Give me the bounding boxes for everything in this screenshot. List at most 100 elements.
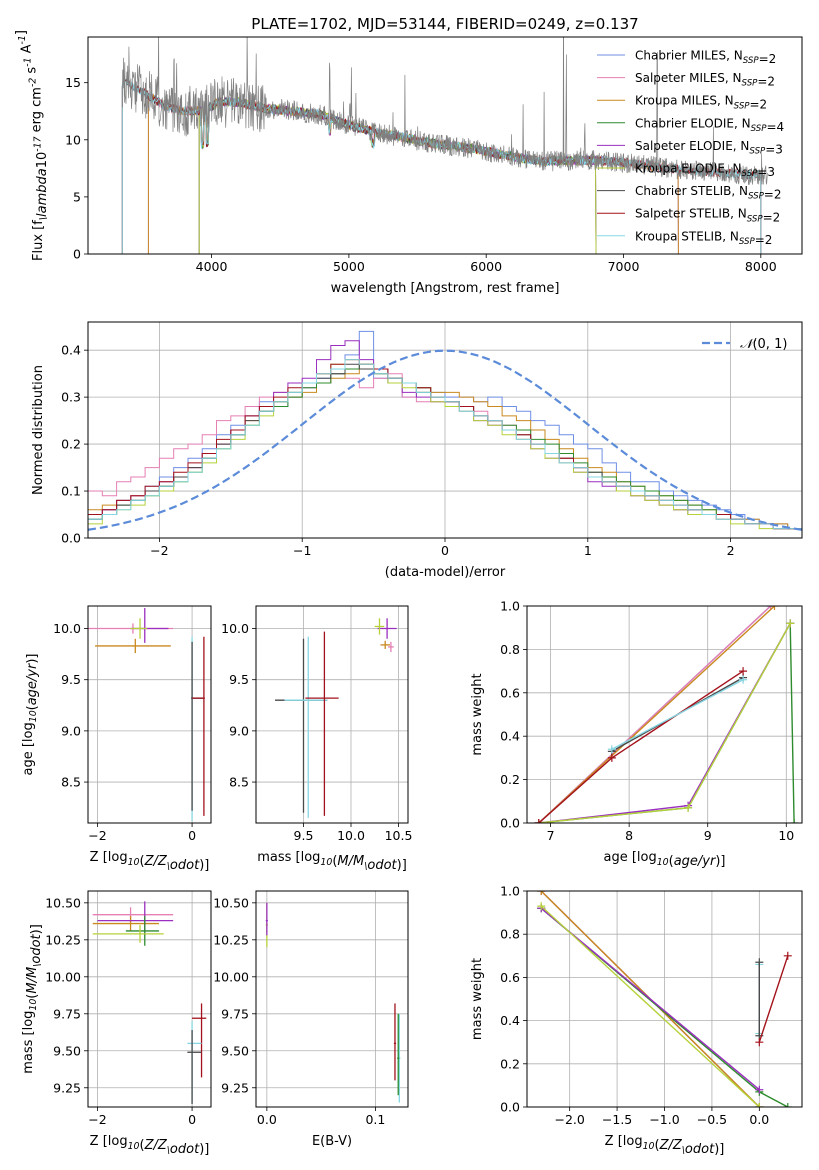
x-axis-label: Z [log10(Z/Z\odot)] xyxy=(90,1134,210,1157)
y-tick-label: 9.75 xyxy=(53,1006,81,1021)
y-tick-label: 9.0 xyxy=(61,723,81,738)
y-tick-label: 0.3 xyxy=(61,390,81,405)
y-tick-label: 0.6 xyxy=(500,970,520,985)
y-tick-label: 5 xyxy=(73,189,81,204)
y-tick-label: 1.0 xyxy=(500,884,520,899)
observed-spectrum xyxy=(121,37,768,185)
y-tick-label: 9.0 xyxy=(229,723,249,738)
axes-frame xyxy=(87,890,212,1108)
mass-weight-line-kroupa_elodie xyxy=(540,905,760,1107)
y-tick-label: 10.00 xyxy=(45,969,81,984)
y-tick-label: 0.2 xyxy=(500,1056,520,1071)
legend-label-kroupa_stelib: Kroupa STELIB, NSSP=2 xyxy=(635,229,772,247)
x-tick-label: 9.5 xyxy=(294,828,314,843)
chart-mass_EBV: 0.0 0.1 9.25 9.50 9.75 10.00 10.25 10.50 E(B-V) xyxy=(213,890,409,1149)
x-axis-label: mass [log10(M/M\odot)] xyxy=(257,850,407,873)
mass-weight-point-salpeter_stelib xyxy=(783,951,792,960)
chart-age_mass: 9.5 10.0 10.5 8.5 9.0 9.5 10.0 mass [log10(M/M\… xyxy=(221,605,413,873)
y-tick-label: 0.0 xyxy=(500,816,520,831)
y-tick-label: 15 xyxy=(65,75,81,90)
x-tick-label: 10.0 xyxy=(337,828,365,843)
x-axis-label: E(B-V) xyxy=(312,1134,352,1149)
y-tick-label: 1.0 xyxy=(500,599,520,614)
x-tick-label: 8 xyxy=(625,828,633,843)
legend-label-kroupa_miles: Kroupa MILES, NSSP=2 xyxy=(635,94,767,112)
x-axis-label: Z [log10(Z/Z\odot)] xyxy=(605,1134,725,1157)
x-tick-label: −1 xyxy=(293,543,311,558)
histogram-kroupa_stelib xyxy=(88,359,802,530)
y-tick-label: 9.25 xyxy=(221,1080,249,1095)
legend-label-kroupa_elodie: Kroupa ELODIE, NSSP=3 xyxy=(635,162,775,180)
y-tick-label: 0.8 xyxy=(500,642,520,657)
axes-frame xyxy=(526,890,803,1108)
mass-weight-point-salpeter_stelib xyxy=(755,1038,764,1047)
y-tick-label: 9.5 xyxy=(61,672,81,687)
mass-weight-line-kroupa_stelib xyxy=(611,679,744,750)
x-tick-label: −1.5 xyxy=(602,1112,632,1127)
chart-title: PLATE=1702, MJD=53144, FIBERID=0249, z=0… xyxy=(251,15,638,33)
x-tick-label: 1 xyxy=(584,543,592,558)
y-axis-label: age [log10(age/yr)] xyxy=(21,653,40,775)
chart-mass_weight_Z: −2.0 −1.5 −1.0 −0.5 0.0 0.0 0.2 0.4 0.6 0.8 1.0 Z [… xyxy=(470,884,803,1157)
y-tick-label: 0.1 xyxy=(61,484,81,499)
x-tick-label: −2.0 xyxy=(554,1112,584,1127)
plot-area xyxy=(534,606,799,823)
mass-weight-point-kroupa_elodie xyxy=(684,803,693,812)
y-tick-label: 0.4 xyxy=(500,729,520,744)
x-tick-label: 8000 xyxy=(745,259,777,274)
mass-weight-line-kroupa_miles xyxy=(538,606,775,823)
plot-area xyxy=(88,330,802,531)
x-tick-label: −1.0 xyxy=(649,1112,679,1127)
chart-residuals: −2 −1 0 1 2 0.0 0.1 0.2 0.3 0.4 (data-model)/error… xyxy=(31,321,803,580)
y-tick-label: 9.5 xyxy=(229,672,249,687)
plot-area xyxy=(88,608,205,821)
y-tick-label: 10.50 xyxy=(45,895,81,910)
y-axis-label: Flux [f\lambda10-17 erg cm-2 s-1 A-1] xyxy=(14,30,50,261)
x-tick-label: 0.1 xyxy=(365,1112,385,1127)
mass-weight-point-kroupa_stelib xyxy=(739,675,748,684)
x-tick-label: 5000 xyxy=(333,259,365,274)
x-tick-label: −2 xyxy=(88,828,106,843)
y-tick-label: 10.0 xyxy=(53,621,81,636)
x-tick-label: 6000 xyxy=(470,259,502,274)
y-tick-label: 10.50 xyxy=(213,895,249,910)
axes-frame xyxy=(255,605,409,824)
mass-weight-point-kroupa_miles xyxy=(537,891,546,895)
y-tick-label: 0.4 xyxy=(61,343,81,358)
model-spectrum-chabrier_miles xyxy=(147,92,679,254)
axes-frame xyxy=(526,605,803,824)
plot-area xyxy=(265,902,401,1103)
y-tick-label: 8.5 xyxy=(229,775,249,790)
x-tick-label: 0 xyxy=(188,1112,196,1127)
y-axis-label: mass weight xyxy=(470,958,485,1040)
axes-frame xyxy=(87,36,803,255)
mass-weight-point-salpeter_stelib xyxy=(607,753,616,762)
legend-label-chabrier_stelib: Chabrier STELIB, NSSP=2 xyxy=(635,184,782,202)
mass-weight-point-salpeter_elodie xyxy=(755,1085,764,1094)
plot-area xyxy=(92,901,207,1105)
x-tick-label: −2 xyxy=(150,543,168,558)
x-tick-label: 0 xyxy=(441,543,449,558)
mass-weight-line-chabrier_elodie xyxy=(538,620,795,823)
y-tick-label: 0.0 xyxy=(61,531,81,546)
plot-area xyxy=(121,37,768,254)
x-tick-label: 10.5 xyxy=(385,828,413,843)
x-tick-label: 7000 xyxy=(608,259,640,274)
x-axis-label: Z [log10(Z/Z\odot)] xyxy=(90,850,210,873)
chart-spectrum: 4000 5000 6000 7000 8000 0 5 10 15 wavelength [An… xyxy=(14,15,803,296)
mass-weight-point-kroupa_stelib xyxy=(607,745,616,754)
y-tick-label: 0.2 xyxy=(61,437,81,452)
y-tick-label: 8.5 xyxy=(61,775,81,790)
x-tick-label: 7 xyxy=(547,828,555,843)
chart-mass_Z: −2 0 9.25 9.50 9.75 10.00 10.25 10.50 Z [log10(Z… xyxy=(21,890,212,1157)
model-spectrum-salpeter_miles xyxy=(147,92,679,254)
mass-weight-point-kroupa_elodie xyxy=(537,902,546,911)
mass-weight-point-chabrier_elodie xyxy=(790,819,799,823)
mass-weight-point-salpeter_stelib xyxy=(739,667,748,676)
y-tick-label: 0.6 xyxy=(500,685,520,700)
legend-label-salpeter_elodie: Salpeter ELODIE, NSSP=3 xyxy=(635,139,783,157)
y-tick-label: 10.00 xyxy=(213,969,249,984)
x-tick-label: 0.0 xyxy=(257,1112,277,1127)
mass-weight-point-chabrier_stelib xyxy=(755,958,764,967)
